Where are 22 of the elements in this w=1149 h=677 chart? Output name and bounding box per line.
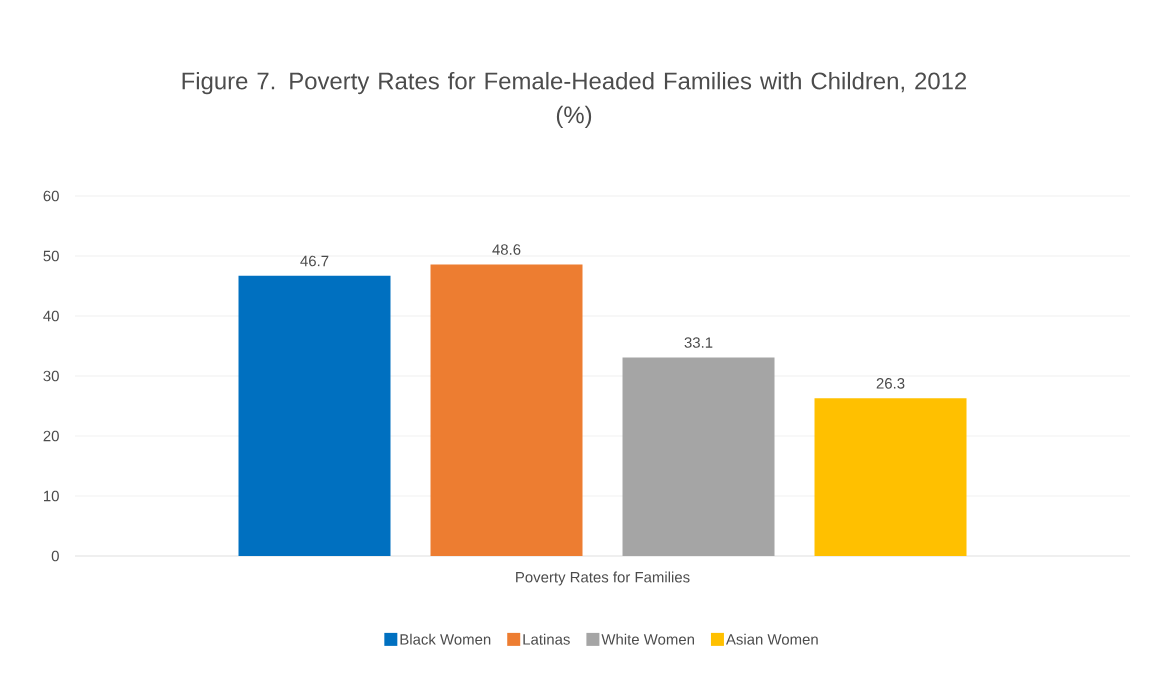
data-label: 33.1 bbox=[684, 337, 713, 348]
legend-label: White Women bbox=[601, 633, 694, 645]
y-tick-label: 0 bbox=[51, 550, 59, 562]
y-tick-label: 50 bbox=[43, 250, 59, 262]
y-tick-label: 40 bbox=[43, 310, 59, 322]
data-label: 26.3 bbox=[876, 378, 905, 389]
legend-label: Black Women bbox=[400, 633, 491, 645]
y-tick-label: 10 bbox=[44, 490, 59, 502]
bar bbox=[622, 357, 775, 556]
y-tick-label: 60 bbox=[43, 190, 59, 202]
data-label: 48.6 bbox=[492, 244, 521, 255]
y-tick-label: 20 bbox=[43, 430, 59, 442]
bar bbox=[430, 264, 583, 556]
y-tick-label: 30 bbox=[43, 370, 59, 382]
bar bbox=[814, 398, 967, 556]
data-label: 46.7 bbox=[300, 255, 329, 267]
bar bbox=[238, 275, 391, 556]
legend-label: Asian Women bbox=[725, 633, 818, 645]
legend-label: Latinas bbox=[523, 633, 570, 645]
chart-title: Figure 7. Poverty Rates for Female-Headed Families with Children, 2012 bbox=[182, 71, 967, 95]
x-tick-label: Poverty Rates for Families bbox=[516, 571, 690, 586]
chart-subtitle: (%) bbox=[556, 105, 592, 129]
